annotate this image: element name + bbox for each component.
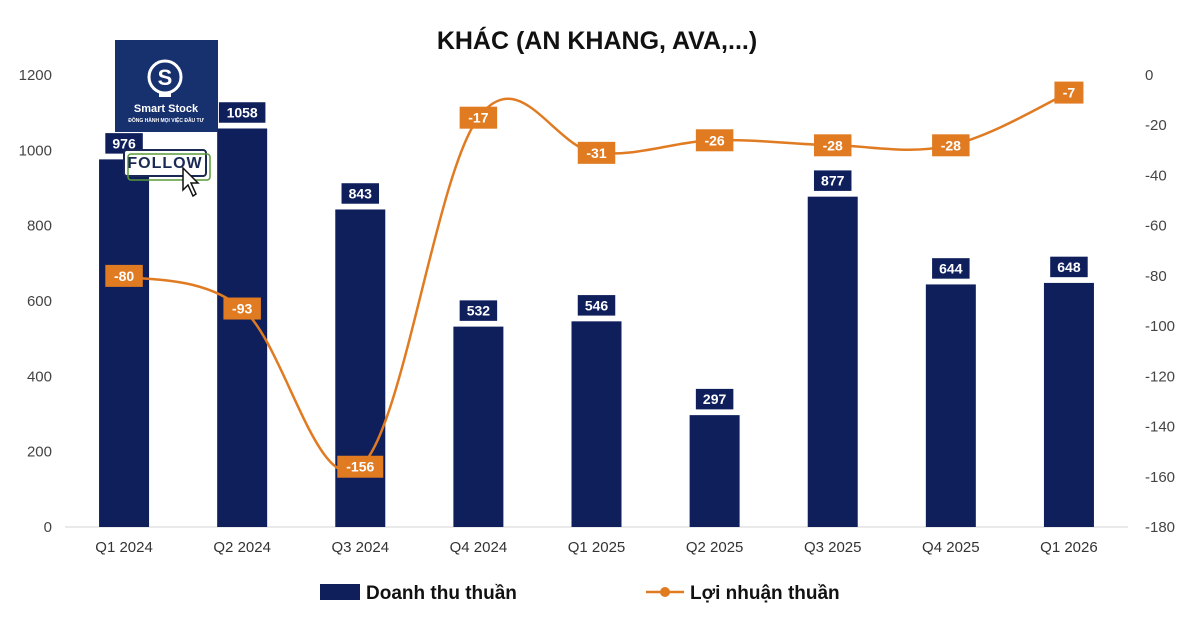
legend: Doanh thu thuần Lợi nhuận thuần: [320, 583, 840, 604]
revenue-data-label: 976: [112, 135, 136, 151]
legend-bar-swatch: [320, 584, 360, 600]
category-label: Q3 2024: [332, 539, 390, 556]
profit-label-box: [932, 134, 970, 157]
revenue-bar: [335, 209, 386, 527]
profit-label-box: [1054, 81, 1084, 104]
profit-label-box: [577, 141, 616, 164]
revenue-bar: [1043, 282, 1094, 527]
profit-label-box: [105, 264, 143, 287]
left-tick-label: 0: [44, 519, 52, 536]
profit-data-label: -28: [823, 137, 843, 153]
profit-data-label: -26: [704, 132, 724, 148]
category-label: Q4 2025: [922, 539, 980, 556]
revenue-bar: [99, 159, 150, 527]
profit-label-box: [223, 297, 261, 320]
logo-brand: Smart Stock: [134, 103, 199, 115]
cursor-icon: [182, 166, 200, 198]
category-labels: Q1 2024 Q2 2024 Q3 2024 Q4 2024 Q1 2025 Q2 20…: [95, 539, 1097, 556]
follow-badge[interactable]: FOLLOW: [123, 149, 211, 198]
profit-label-box: [337, 455, 384, 478]
right-tick-label: -180: [1145, 519, 1175, 536]
left-tick-label: 1000: [19, 142, 52, 159]
revenue-data-label: 297: [703, 391, 727, 407]
right-tick-label: -40: [1145, 167, 1167, 184]
category-label: Q2 2025: [686, 539, 744, 556]
svg-text:S: S: [158, 65, 173, 90]
revenue-bar: [571, 321, 622, 527]
right-tick-label: -60: [1145, 218, 1167, 235]
revenue-bar: [453, 326, 504, 527]
profit-data-label: -80: [114, 268, 134, 284]
profit-data-label: -28: [941, 137, 961, 153]
revenue-label-box: [812, 168, 853, 193]
right-tick-label: -100: [1145, 318, 1175, 335]
revenue-data-label: 877: [821, 173, 845, 189]
category-label: Q3 2025: [804, 539, 862, 556]
line-labels: -80 -93 -156 -17 -31 -26 -28 -28 -7: [105, 81, 1084, 478]
legend-revenue-label: Doanh thu thuần: [366, 583, 517, 604]
follow-label: FOLLOW: [127, 155, 202, 172]
left-tick-label: 200: [27, 444, 52, 461]
category-label: Q1 2025: [568, 539, 626, 556]
right-tick-label: -20: [1145, 117, 1167, 134]
right-tick-label: -140: [1145, 419, 1175, 436]
revenue-data-label: 648: [1057, 259, 1081, 275]
right-axis: -180 -160 -140 -120 -100 -80 -60 -40 -20 0: [1145, 67, 1175, 536]
revenue-bar: [925, 284, 976, 527]
revenue-label-box: [576, 293, 617, 318]
profit-label-box: [813, 134, 852, 157]
smart-stock-logo: S Smart Stock ĐỒNG HÀNH MỌI VIỆC ĐẦU TƯ: [115, 40, 218, 132]
revenue-data-label: 843: [349, 185, 373, 201]
profit-line: [123, 91, 1070, 473]
legend-line-marker: [660, 587, 670, 597]
right-tick-label: 0: [1145, 67, 1153, 84]
revenue-label-box: [217, 100, 267, 125]
revenue-data-label: 546: [585, 297, 609, 313]
left-axis: 0 200 400 600 800 1000 1200: [19, 67, 52, 536]
profit-data-label: -31: [586, 145, 606, 161]
dollar-bulb-icon: S: [147, 59, 183, 97]
left-tick-label: 600: [27, 293, 52, 310]
category-label: Q1 2026: [1040, 539, 1098, 556]
revenue-bar: [689, 415, 740, 527]
profit-label-box: [459, 106, 498, 129]
logo-tagline: ĐỒNG HÀNH MỌI VIỆC ĐẦU TƯ: [128, 116, 204, 124]
revenue-label-box: [1048, 255, 1090, 279]
revenue-label-box: [694, 387, 735, 411]
right-tick-label: -80: [1145, 268, 1167, 285]
chart-title: KHÁC (AN KHANG, AVA,...): [437, 26, 757, 55]
profit-data-label: -156: [346, 459, 374, 475]
revenue-bar: [807, 196, 858, 527]
revenue-label-box: [340, 181, 381, 206]
revenue-data-label: 1058: [227, 104, 258, 120]
revenue-label-box: [458, 298, 499, 323]
category-label: Q2 2024: [213, 539, 271, 556]
right-tick-label: -120: [1145, 368, 1175, 385]
left-tick-label: 400: [27, 368, 52, 385]
legend-profit-label: Lợi nhuận thuần: [690, 583, 840, 604]
left-tick-label: 800: [27, 218, 52, 235]
profit-label-box: [695, 129, 734, 152]
revenue-data-label: 644: [939, 260, 963, 276]
right-tick-label: -160: [1145, 469, 1175, 486]
left-tick-label: 1200: [19, 67, 52, 84]
revenue-data-label: 532: [467, 303, 491, 319]
revenue-label-box: [930, 256, 972, 281]
profit-data-label: -93: [232, 301, 252, 317]
category-label: Q1 2024: [95, 539, 153, 556]
profit-data-label: -17: [468, 110, 488, 126]
profit-data-label: -7: [1063, 85, 1076, 101]
category-label: Q4 2024: [450, 539, 508, 556]
